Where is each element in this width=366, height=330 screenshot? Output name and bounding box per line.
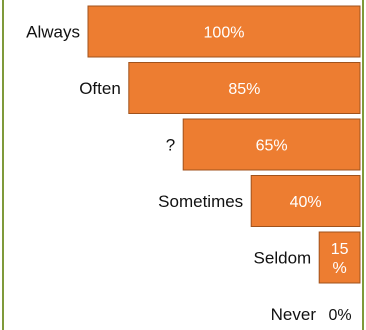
value-label-often: 85%: [228, 81, 260, 98]
bar-always: [87, 5, 361, 58]
category-label-never: Never: [271, 305, 317, 324]
value-label-always: 100%: [204, 25, 245, 42]
value-label-sometimes: 40%: [290, 194, 322, 211]
bar-unknown: [182, 118, 361, 171]
funnel-bar-chart: 100% Always 85% Often 65%? 40% Sometimes 15 % Sel…: [26, 5, 361, 324]
bar-seldom: [318, 231, 361, 284]
category-label-always: Always: [26, 23, 80, 42]
category-label-sometimes: Sometimes: [158, 192, 243, 211]
value-label-unknown: 65%: [256, 138, 288, 155]
value-label-seldom: 15%: [331, 241, 349, 277]
bar-often: [128, 62, 361, 114]
bar-sometimes: [250, 175, 361, 227]
category-label-seldom: Seldom: [254, 249, 312, 268]
category-label-unknown: ?: [166, 136, 175, 155]
category-label-often: Often: [79, 79, 121, 98]
value-label-never: 0%: [328, 307, 351, 324]
